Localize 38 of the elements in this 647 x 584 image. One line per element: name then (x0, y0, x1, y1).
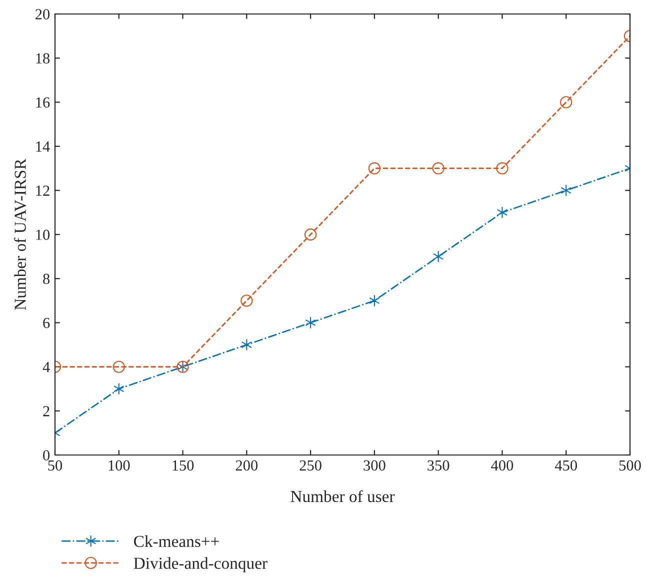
y-tick-label: 14 (36, 142, 50, 152)
x-tick-label: 300 (364, 460, 386, 471)
x-tick-label: 150 (172, 460, 194, 471)
point (496, 206, 508, 219)
y-tick-label: 8 (43, 274, 50, 284)
point (432, 162, 444, 174)
x-axis-title: Number of user (290, 490, 395, 502)
x-tick-label: 500 (619, 460, 641, 471)
y-tick-label: 18 (36, 53, 50, 64)
x-tick-label: 250 (300, 460, 322, 471)
y-tick-label: 12 (36, 186, 50, 196)
point (560, 184, 572, 196)
x-tick-label: 50 (48, 460, 62, 471)
x-tick-label: 450 (554, 460, 577, 471)
y-tick-label: 2 (43, 406, 50, 416)
y-tick-label: 16 (36, 97, 50, 108)
y-tick-label: 0 (43, 450, 50, 460)
legend-label: Ck-means++ (134, 535, 219, 548)
y-tick-label: 6 (43, 318, 50, 328)
point (560, 96, 572, 108)
y-tick-label: 20 (36, 9, 50, 20)
legend-label: Divide-and-conquer (134, 557, 268, 572)
x-tick-label: 350 (428, 460, 450, 471)
point (368, 162, 381, 174)
point (240, 294, 253, 307)
x-tick-label: 400 (491, 460, 514, 471)
point (114, 382, 124, 395)
y-axis-title: Number of UAV-IRSR (14, 158, 26, 310)
point (369, 294, 380, 307)
x-tick-label: 200 (236, 460, 258, 471)
point (496, 162, 508, 174)
point (305, 316, 316, 329)
y-tick-label: 10 (36, 230, 50, 240)
y-tick-label: 4 (42, 362, 50, 372)
x-tick-label: 100 (108, 460, 130, 471)
point (112, 360, 125, 373)
point (241, 338, 252, 351)
point (304, 228, 317, 241)
